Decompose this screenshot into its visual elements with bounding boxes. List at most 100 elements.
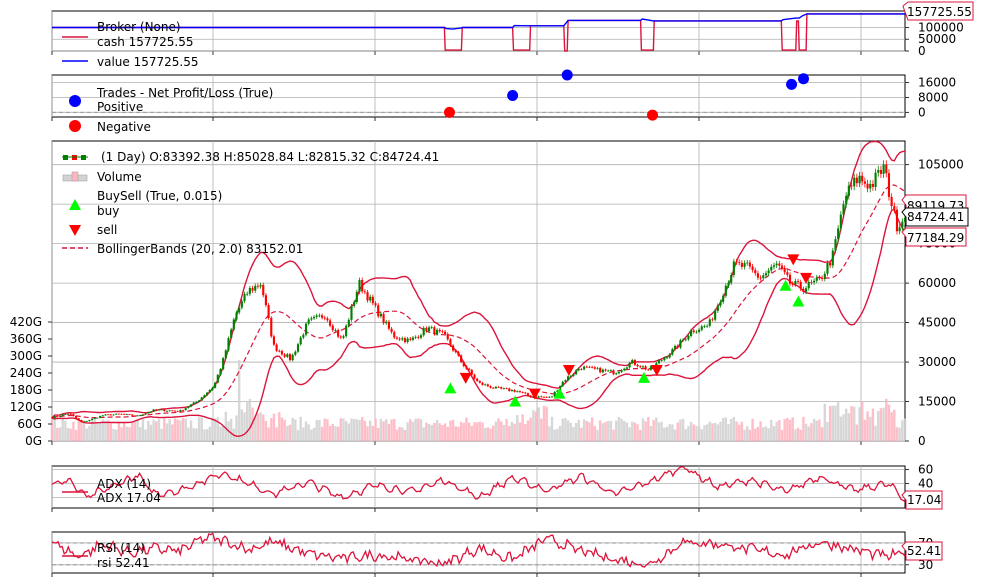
volume-bar [251,407,254,441]
volume-bar [890,412,893,441]
vol-tick-label: 60G [17,417,42,431]
volume-bar [489,428,492,441]
trades-legend: Trades - Net Profit/Loss (True) Positive… [69,86,273,134]
volume-bar [671,424,674,441]
candle-body [633,360,636,365]
candle-body [722,295,725,302]
candle-body [411,337,415,340]
volume-bar [866,411,869,441]
volume-bar [417,418,420,441]
candle-body [419,335,423,338]
rsi-tag-box [901,541,943,561]
volume-bar [72,421,75,441]
volume-bar [211,417,214,441]
candle-body [486,384,489,387]
candle-body [91,418,94,421]
volume-bar [246,401,249,441]
candle-body [355,291,358,303]
volume-bar [264,420,268,441]
legend-adx: ADX 17.04 [97,491,161,505]
candle-body [243,294,246,302]
volume-bar [438,423,441,441]
volume-bar [898,427,901,441]
volume-bar [828,406,832,441]
line-value [52,13,905,30]
candle-body [660,360,663,361]
candle-body [748,262,751,267]
volume-bar [136,419,139,441]
adx-tag-box [901,490,943,510]
volume-bar [687,426,690,441]
volume-bar [617,416,621,441]
volume-bar [104,420,107,441]
volume-bar [842,414,845,441]
volume-bar [465,417,468,441]
candle-body [312,316,316,319]
candle-body [238,307,241,313]
candle-body [64,414,67,415]
candle-body [810,281,813,283]
volume-bar [435,420,439,441]
candle-body [764,273,768,276]
candle-body [588,366,591,368]
candle-body [216,374,219,383]
volume-bar [122,422,126,441]
candle-body [310,318,313,320]
candle-body [339,336,342,338]
candle-body [783,267,786,273]
volume-bar [96,422,99,441]
volume-bar [259,412,262,441]
candle-body [703,326,706,327]
candle-body [476,378,479,382]
volume-bar [794,429,797,441]
volume-bar [320,426,324,441]
candle-body [427,327,431,332]
price-legend: (1 Day) O:83392.38 H:85028.84 L:82815.32… [62,150,439,256]
volume-bar [278,412,281,441]
volume-bar [414,418,417,441]
candle-body [871,183,874,187]
volume-bar [441,425,444,441]
candle-body [88,420,91,422]
volume-bar [815,420,818,441]
volume-bar [147,420,150,441]
volume-bar [291,417,294,441]
candle-body [762,275,765,279]
volume-bar [623,421,626,441]
candle-body [545,396,548,398]
volume-bar [93,417,96,441]
trade-positive-point [507,90,519,102]
volume-bar [545,406,548,441]
volume-bar [149,424,153,441]
volume-bar [582,419,586,441]
volume-bar [224,411,228,441]
bb-bot-tag: 77184.29 [907,231,964,245]
volume-bar [569,422,572,441]
volume-bar [500,421,503,441]
volume-bar [203,429,206,441]
candle-body [730,274,733,283]
volume-bar [580,427,583,441]
adx-panel: 204060 ADX (14) ADX 17.04 17.04 [51,463,943,510]
volume-bar [350,418,353,441]
candle-body [863,181,866,184]
volume-bar [660,421,663,441]
vol-tick-label: 120G [10,400,42,414]
candle-body [604,369,607,371]
candle-body [363,291,366,293]
volume-bar [315,420,318,441]
volume-bar [748,429,752,441]
candle-body [641,366,645,368]
volume-bar [160,428,163,441]
candle-body [831,250,834,266]
volume-bar [128,427,131,441]
candle-body [794,281,797,285]
candle-body [329,320,332,326]
volume-bar [299,416,302,441]
candle-body [326,318,329,321]
volume-bar [336,426,340,441]
vol-tick-label: 180G [10,383,42,397]
candle-body [147,412,150,414]
